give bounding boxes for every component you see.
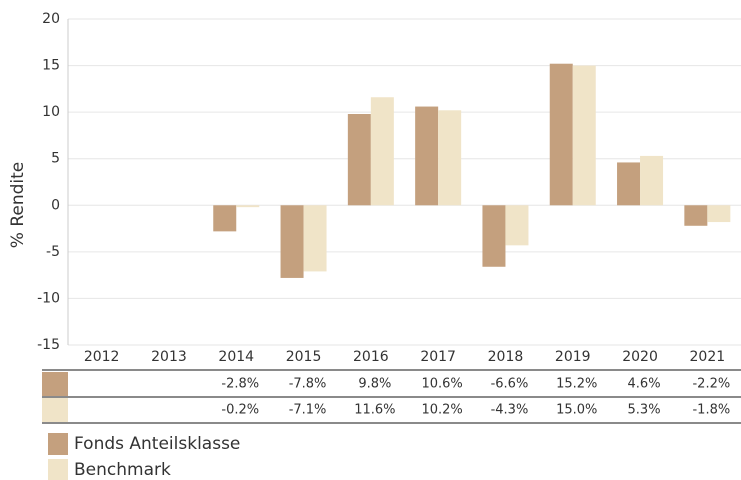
y-tick-label: 5 <box>51 151 60 167</box>
x-tick-label: 2016 <box>353 349 389 365</box>
x-tick-label: 2018 <box>488 349 524 365</box>
table-value: -7.1% <box>289 403 327 418</box>
x-tick-label: 2015 <box>286 349 322 365</box>
bar <box>684 205 708 226</box>
table-value: 5.3% <box>628 403 661 418</box>
table-value: 11.6% <box>354 403 395 418</box>
y-tick-label: -15 <box>37 337 60 353</box>
x-tick-label: 2019 <box>555 349 591 365</box>
y-tick-label: 10 <box>42 104 60 120</box>
table-value: 15.0% <box>556 403 597 418</box>
table-value: -2.8% <box>221 377 259 392</box>
table-value: 4.6% <box>628 377 661 392</box>
table-value: -4.3% <box>491 403 529 418</box>
table-value: -7.8% <box>289 377 327 392</box>
bar <box>640 155 664 206</box>
x-tick-label: 2013 <box>151 349 187 365</box>
table-value: 10.2% <box>421 403 462 418</box>
bar <box>549 63 573 206</box>
table-value: 9.8% <box>358 377 391 392</box>
table-value: 15.2% <box>556 377 597 392</box>
y-tick-label: 20 <box>42 11 60 27</box>
bar <box>236 205 260 208</box>
y-tick-label: -5 <box>46 244 60 260</box>
table-value: -6.6% <box>491 377 529 392</box>
bar <box>572 65 596 206</box>
x-tick-label: 2020 <box>622 349 658 365</box>
bar <box>617 162 641 206</box>
legend-swatch <box>48 459 68 480</box>
x-tick-label: 2012 <box>84 349 120 365</box>
table-value: -2.2% <box>692 377 730 392</box>
y-tick-label: -10 <box>37 290 60 306</box>
bar <box>303 205 327 272</box>
bar <box>370 97 394 206</box>
x-tick-label: 2021 <box>690 349 726 365</box>
legend-label: Benchmark <box>74 460 171 480</box>
y-tick-label: 0 <box>51 197 60 213</box>
bar <box>347 114 371 206</box>
legend-label: Fonds Anteilsklasse <box>74 434 240 454</box>
table-swatch <box>42 398 68 422</box>
table-value: -1.8% <box>692 403 730 418</box>
table-value: -0.2% <box>221 403 259 418</box>
x-tick-label: 2014 <box>218 349 254 365</box>
x-tick-label: 2017 <box>420 349 456 365</box>
bar <box>505 205 529 246</box>
bar <box>482 205 506 267</box>
bar <box>213 205 237 232</box>
bar <box>415 106 439 206</box>
table-swatch <box>42 372 68 396</box>
bar <box>707 205 731 223</box>
y-tick-label: 15 <box>42 58 60 74</box>
bar <box>438 110 462 206</box>
bar <box>280 205 304 278</box>
legend-swatch <box>48 433 68 455</box>
y-axis-label: % Rendite <box>8 162 28 248</box>
table-value: 10.6% <box>421 377 462 392</box>
